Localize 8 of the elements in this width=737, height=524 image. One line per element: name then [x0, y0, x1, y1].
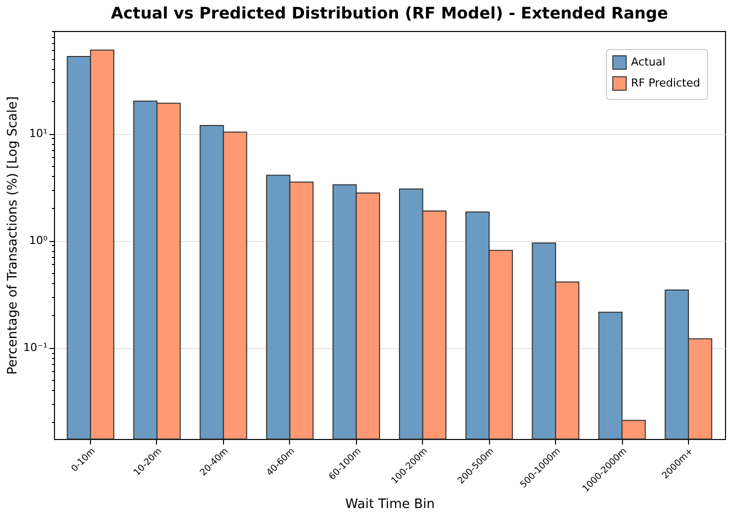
y-axis-title: Percentage of Transactions (%) [Log Scale] [5, 96, 20, 375]
y-tick-label: 10¹ [29, 127, 48, 140]
y-tick-label: 10⁻¹ [23, 341, 48, 354]
legend-label: RF Predicted [631, 76, 700, 90]
chart-title: Actual vs Predicted Distribution (RF Model) - Extended Range [110, 3, 668, 22]
legend-label: Actual [631, 56, 666, 68]
y-tick-label: 10⁰ [29, 234, 48, 248]
x-axis-title: Wait Time Bin [345, 496, 435, 512]
